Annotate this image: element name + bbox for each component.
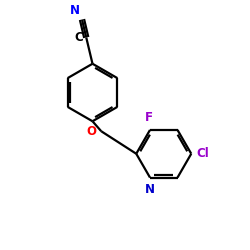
- Text: O: O: [87, 125, 97, 138]
- Text: Cl: Cl: [197, 147, 209, 160]
- Text: C: C: [74, 31, 83, 44]
- Text: N: N: [145, 183, 155, 196]
- Text: N: N: [70, 4, 80, 18]
- Text: F: F: [145, 112, 153, 124]
